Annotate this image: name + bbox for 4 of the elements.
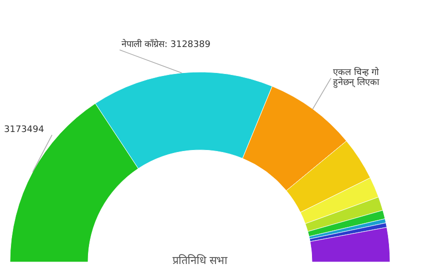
data-label: 3173494 bbox=[4, 124, 44, 135]
text: प्रतिनिधि सभा bbox=[172, 254, 228, 267]
slice-label: एकल चिन्ह गो हुनेछन् लिएका bbox=[333, 66, 380, 88]
slice-label: नेपाली काँग्रेस: 3128389 bbox=[122, 38, 211, 50]
